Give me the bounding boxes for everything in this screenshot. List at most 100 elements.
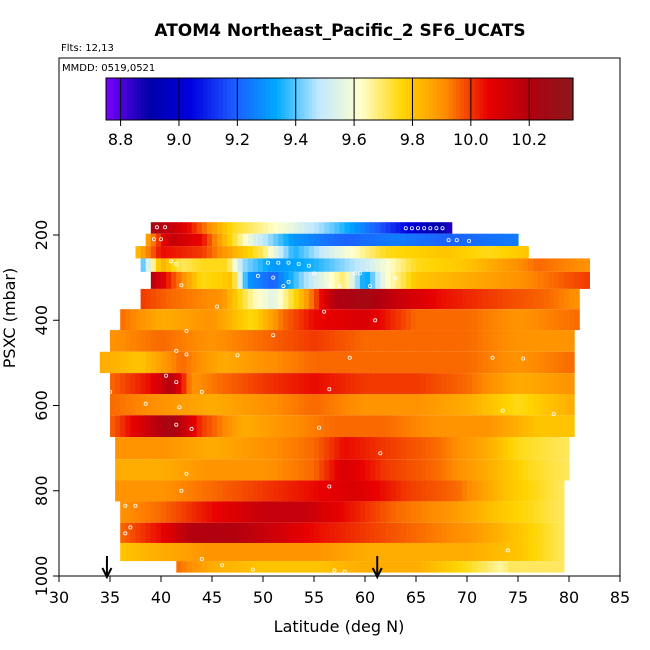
- heatmap-cell: [329, 561, 335, 573]
- heatmap-cell: [324, 246, 330, 259]
- heatmap-cell: [171, 233, 177, 247]
- heatmap-cell: [487, 542, 494, 562]
- heatmap-cell: [461, 271, 468, 289]
- heatmap-cell: [569, 309, 575, 331]
- heatmap-cell: [487, 561, 494, 573]
- heatmap-cell: [191, 233, 198, 247]
- heatmap-cell: [334, 258, 341, 272]
- heatmap-cell: [212, 459, 218, 481]
- heatmap-cell: [283, 501, 290, 523]
- heatmap-cell: [283, 258, 290, 272]
- heatmap-cell: [385, 351, 392, 374]
- heatmap-cell: [467, 437, 473, 460]
- heatmap-cell: [548, 330, 555, 352]
- heatmap-cell: [441, 288, 448, 310]
- heatmap-cell: [319, 288, 325, 310]
- heatmap-cell: [518, 271, 524, 289]
- heatmap-cell: [528, 561, 534, 573]
- heatmap-cell: [497, 393, 504, 416]
- heatmap-cell: [344, 330, 351, 352]
- x-tick-label: 75: [508, 588, 528, 607]
- heatmap-cell: [232, 522, 239, 543]
- colorbar-segment: [429, 78, 434, 120]
- heatmap-cell: [227, 393, 233, 416]
- heatmap-cell: [548, 542, 555, 562]
- heatmap-cell: [385, 459, 392, 481]
- heatmap-cell: [410, 501, 417, 523]
- x-tick-label: 35: [100, 588, 120, 607]
- colorbar-segment: [253, 78, 259, 120]
- heatmap-cell: [206, 288, 213, 310]
- heatmap-cell: [314, 501, 320, 523]
- x-tick-label: 70: [457, 588, 477, 607]
- heatmap-cell: [492, 258, 499, 272]
- heatmap-cell: [456, 437, 463, 460]
- heatmap-cell: [125, 542, 131, 562]
- heatmap-cell: [319, 522, 325, 543]
- heatmap-cell: [354, 561, 361, 573]
- heatmap-cell: [569, 415, 575, 438]
- heatmap-cell: [278, 258, 284, 272]
- heatmap-cell: [252, 222, 259, 234]
- heatmap-cell: [298, 271, 305, 289]
- heatmap-cell: [186, 222, 193, 234]
- heatmap-cell: [523, 415, 529, 438]
- heatmap-cell: [161, 246, 167, 259]
- heatmap-cell: [293, 501, 300, 523]
- heatmap-cell: [176, 271, 182, 289]
- heatmap-cell: [436, 522, 443, 543]
- heatmap-cell: [145, 373, 152, 394]
- heatmap-cell: [518, 258, 524, 272]
- heatmap-cell: [314, 437, 320, 460]
- colorbar-segment: [199, 78, 204, 120]
- heatmap-cell: [171, 415, 177, 438]
- heatmap-cell: [278, 542, 284, 562]
- heatmap-cell: [477, 288, 483, 310]
- heatmap-cell: [206, 373, 213, 394]
- heatmap-cell: [421, 561, 427, 573]
- heatmap-cell: [268, 233, 274, 247]
- heatmap-cell: [206, 330, 213, 352]
- heatmap-cell: [477, 351, 483, 374]
- colorbar-segment: [440, 78, 446, 120]
- heatmap-cell: [344, 501, 351, 523]
- heatmap-cell: [497, 330, 504, 352]
- heatmap-cell: [370, 415, 376, 438]
- heatmap-cell: [431, 561, 437, 573]
- observation-point: [174, 261, 179, 266]
- heatmap-cell: [451, 480, 458, 502]
- heatmap-cell: [212, 542, 218, 562]
- heatmap-cell: [400, 501, 407, 523]
- heatmap-cell: [217, 561, 223, 573]
- heatmap-cell: [477, 480, 483, 502]
- heatmap-cell: [206, 459, 213, 481]
- heatmap-cell: [370, 288, 376, 310]
- heatmap-cell: [461, 480, 468, 502]
- heatmap-cell: [543, 437, 550, 460]
- heatmap-cell: [339, 233, 346, 247]
- heatmap-cell: [431, 373, 437, 394]
- heatmap-cell: [548, 501, 555, 523]
- heatmap-cell: [120, 542, 126, 562]
- heatmap-cell: [212, 501, 218, 523]
- heatmap-cell: [283, 222, 290, 234]
- heatmap-cell: [155, 393, 162, 416]
- heatmap-cell: [278, 330, 284, 352]
- heatmap-cell: [467, 501, 473, 523]
- heatmap-cell: [354, 373, 361, 394]
- heatmap-cell: [461, 437, 468, 460]
- heatmap-cell: [227, 561, 233, 573]
- heatmap-cell: [161, 288, 167, 310]
- heatmap-cell: [339, 309, 346, 331]
- heatmap-cell: [436, 501, 443, 523]
- heatmap-cell: [563, 258, 570, 272]
- colorbar-tick-label: 9.6: [341, 130, 366, 149]
- heatmap-cell: [472, 480, 478, 502]
- heatmap-cell: [227, 501, 233, 523]
- heatmap-cell: [191, 459, 198, 481]
- heatmap-cell: [268, 330, 274, 352]
- colorbar-segment: [362, 78, 368, 120]
- heatmap-cell: [339, 373, 346, 394]
- heatmap-cell: [380, 222, 386, 234]
- heatmap-cell: [308, 437, 315, 460]
